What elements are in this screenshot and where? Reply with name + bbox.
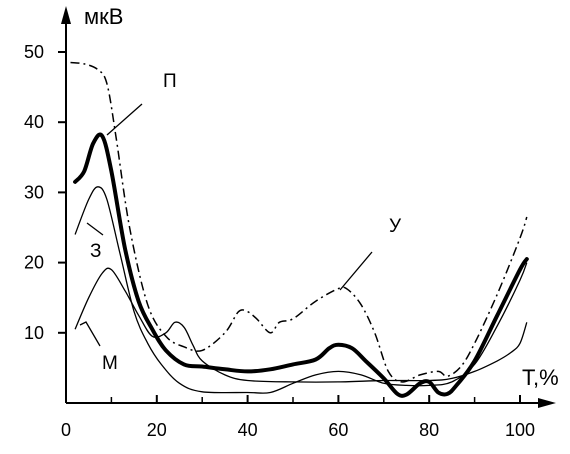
x-tick-label: 60: [328, 420, 348, 440]
curves: [70, 61, 529, 398]
leader-line-m: [79, 321, 101, 347]
curve-labels: П З М У: [79, 71, 402, 374]
leader-line-p: [106, 103, 143, 136]
series-line-u: [70, 61, 528, 383]
x-tick-label: 0: [61, 420, 71, 440]
ticks: 10 20 30 40 50 0 20 40 60 80 100: [24, 42, 535, 440]
series-label-u: У: [389, 216, 402, 237]
y-tick-label: 10: [24, 323, 44, 343]
y-tick-label: 50: [24, 42, 44, 62]
series-line-m: [74, 267, 528, 383]
x-tick-label: 40: [238, 420, 258, 440]
leader-line-u: [339, 251, 373, 291]
series-label-z: З: [90, 241, 101, 262]
y-axis-arrow: [61, 6, 71, 24]
x-tick-label: 80: [419, 420, 439, 440]
y-tick-label: 20: [24, 253, 44, 273]
axes: мкВ T,%: [61, 4, 559, 408]
x-tick-label: 20: [147, 420, 167, 440]
x-axis-title: T,%: [522, 365, 559, 390]
series-label-p: П: [163, 71, 177, 92]
series-line-p: [73, 132, 529, 398]
series-line-z: [74, 186, 528, 394]
y-axis-title: мкВ: [84, 4, 123, 29]
x-tick-label: 100: [505, 420, 535, 440]
series-label-m: М: [102, 353, 118, 374]
leader-line-z: [86, 222, 104, 236]
y-tick-label: 40: [24, 112, 44, 132]
x-axis-arrow: [538, 398, 556, 408]
y-tick-label: 30: [24, 182, 44, 202]
